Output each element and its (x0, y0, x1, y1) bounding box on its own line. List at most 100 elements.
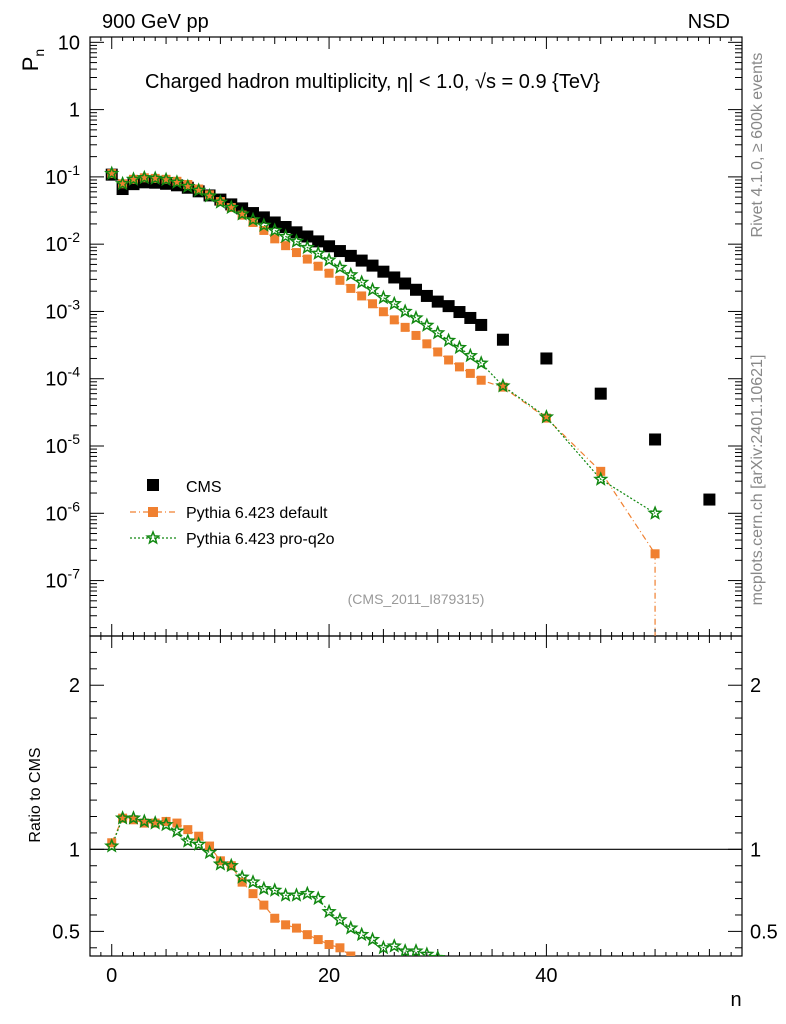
cms-point (649, 433, 662, 446)
ratio-proq2o-point (191, 836, 207, 851)
ratio-y-tick-label-left: 2 (69, 675, 80, 697)
ratio-proq2o-point (169, 823, 185, 838)
proq2o-point (147, 170, 163, 185)
ratio-proq2o-point (201, 844, 218, 860)
x-tick-label: 40 (535, 965, 557, 987)
default-point (107, 169, 117, 179)
default-point (302, 254, 312, 264)
proq2o-point (114, 175, 131, 191)
ratio-default-point (248, 889, 258, 899)
default-point (476, 375, 486, 385)
cms-point (496, 333, 509, 346)
cms-point (540, 352, 553, 365)
ratio-proq2o-point (267, 882, 283, 897)
proq2o-point (430, 324, 446, 340)
ratio-default-point (226, 861, 236, 871)
cms-point (594, 387, 607, 400)
x-axis-label: n (730, 989, 741, 1011)
cms-point (453, 306, 466, 319)
ratio-default-point (379, 970, 388, 979)
ratio-proq2o-point (212, 856, 229, 871)
default-point (389, 315, 399, 325)
ratio-default-point (139, 818, 149, 828)
default-point (259, 225, 269, 235)
ratio-frame (89, 635, 743, 957)
legend: CMS Pythia 6.423 default Pythia 6.423 pr… (130, 479, 335, 548)
ratio-y-tick-label-right: 2 (750, 675, 761, 697)
y-tick-label: 10-5 (45, 431, 80, 458)
default-point (183, 180, 193, 190)
ratio-default-point (259, 900, 269, 910)
default-point (650, 549, 660, 559)
ratio-default-point (401, 976, 410, 985)
cms-point (388, 271, 401, 284)
proq2o-point (495, 377, 511, 393)
x-tick-label: 0 (106, 965, 117, 987)
y-axis-label-ratio: Ratio to CMS (27, 747, 44, 842)
cms-point (290, 226, 303, 239)
default-point (411, 330, 421, 340)
default-point (444, 355, 454, 365)
proq2o-point (451, 339, 468, 355)
ratio-default-point (368, 965, 377, 974)
legend-label-proq2o: Pythia 6.423 pro-q2o (186, 531, 335, 548)
ratio-default-point (270, 913, 280, 923)
x-tick-label: 20 (318, 965, 340, 987)
legend-marker-default (148, 507, 158, 517)
default-point (433, 347, 443, 357)
ratio-default-point (281, 920, 291, 930)
ratio-default-point (357, 958, 366, 967)
ratio-default-point (237, 877, 247, 887)
cms-point (355, 254, 368, 267)
default-point (118, 179, 128, 189)
proq2o-point (191, 182, 207, 197)
proq2o-point (201, 187, 218, 203)
cms-point (333, 245, 346, 258)
ratio-proq2o-point (158, 816, 174, 832)
rivet-version-label: Rivet 4.1.0, ≥ 600k events (749, 53, 766, 238)
cms-point (410, 283, 422, 296)
cms-point (703, 493, 716, 506)
proq2o-point (462, 347, 478, 363)
ratio-proq2o-point (343, 920, 359, 935)
ratio-default-point (194, 831, 204, 841)
ratio-proq2o-point (223, 857, 239, 873)
proq2o-point (364, 281, 381, 297)
y-tick-label: 10-6 (45, 498, 80, 525)
ratio-axes: 0 20 40 0.5 0.5 1 1 2 2 (52, 635, 778, 987)
ratio-proq2o-point (408, 943, 424, 956)
ratio-default-point (215, 856, 225, 866)
proq2o-point (397, 303, 413, 318)
y-tick-label: 1 (69, 100, 80, 122)
ratio-proq2o-point (310, 890, 326, 906)
ratio-proq2o-point (147, 815, 163, 830)
ratio-proq2o-point (321, 903, 337, 919)
default-point (205, 190, 215, 200)
proq2o-point (332, 259, 348, 275)
ratio-y-tick-label-left: 0.5 (52, 921, 80, 943)
series-line-proq2o (111, 173, 656, 514)
cms-point (312, 235, 325, 248)
ratio-proq2o-point (419, 946, 435, 956)
y-tick-label: 10-4 (45, 364, 80, 391)
proq2o-point (408, 309, 424, 325)
proq2o-point (288, 233, 305, 248)
y-axis-label-main: Pn (18, 49, 47, 71)
default-point (270, 234, 280, 244)
ratio-proq2o-point (332, 911, 348, 927)
ratio-proq2o-point (299, 885, 315, 901)
legend-marker-cms (147, 479, 159, 491)
default-point (465, 368, 475, 378)
cms-point (431, 295, 444, 308)
proq2o-point (104, 165, 120, 181)
header-right-label: NSD (688, 11, 730, 33)
proq2o-point (593, 471, 609, 486)
cms-point (323, 240, 336, 253)
default-point (335, 275, 345, 285)
default-point (357, 291, 367, 301)
ratio-y-tick-label-left: 1 (69, 839, 80, 861)
ratio-y-tick-label-right: 0.5 (750, 921, 778, 943)
legend-label-cms: CMS (186, 479, 222, 496)
ratio-default-point (107, 838, 117, 848)
